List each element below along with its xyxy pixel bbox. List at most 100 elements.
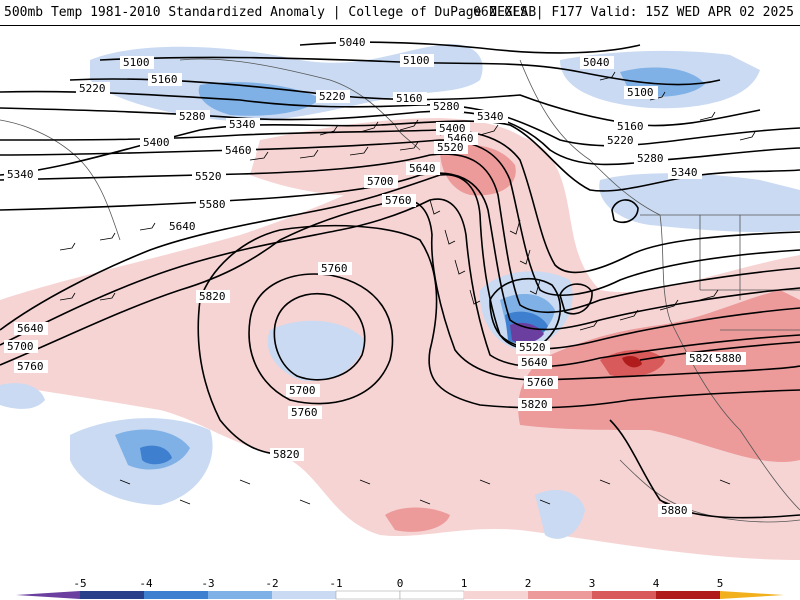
contour-label: 5460 [225, 144, 252, 157]
contour-label: 5640 [17, 322, 44, 335]
colorbar-bin [272, 591, 336, 599]
colorbar-bin [335, 590, 401, 600]
contour-label: 5100 [123, 56, 150, 69]
geographic-outlines [0, 58, 800, 523]
wind-barb [249, 141, 419, 161]
colorbar-tick: -2 [265, 577, 278, 590]
contour-5760 [0, 199, 800, 381]
wind-barb [509, 219, 541, 295]
contour-label: 5820 [199, 290, 226, 303]
contour-5880-north [639, 341, 800, 361]
colorbar-tick: -5 [73, 577, 86, 590]
header-bar: 500mb Temp 1981-2010 Standardized Anomal… [0, 0, 800, 26]
contour-label: 5340 [7, 168, 34, 181]
contour-label: 5640 [409, 162, 436, 175]
contour-label: 5640 [169, 220, 196, 233]
map-title: 500mb Temp 1981-2010 Standardized Anomal… [4, 5, 537, 20]
contour-label: 5040 [583, 56, 610, 69]
contour-5400 [0, 129, 800, 274]
contour-5640 [0, 173, 800, 350]
contour-5880 [609, 419, 800, 519]
colorbar-bin [144, 591, 208, 599]
contour-label: 5040 [339, 36, 366, 49]
colorbar-tick: 2 [525, 577, 532, 590]
contour-label: 5700 [367, 175, 394, 188]
colorbar-tick: -3 [201, 577, 214, 590]
contour-label: 5640 [521, 356, 548, 369]
wind-barbs [59, 71, 756, 505]
contour-label: 5220 [79, 82, 106, 95]
contour-label: 5760 [527, 376, 554, 389]
model-valid-time: 06Z GFS | F177 Valid: 15Z WED APR 02 202… [473, 5, 794, 20]
contour-5100 [99, 56, 721, 86]
contour-5460 [0, 139, 800, 296]
colorbar-tick: 4 [653, 577, 660, 590]
contour-label: 5160 [151, 73, 178, 86]
colorbar-tick: -1 [329, 577, 342, 590]
contour-label: 5340 [671, 166, 698, 179]
alaska-coastline [179, 58, 421, 151]
anomaly-map: 5040 5040 5100 5100 5100 5160 5160 5160 … [0, 26, 800, 576]
contour-label: 5880 [715, 352, 742, 365]
wind-barb [429, 199, 481, 305]
colorbar-bin [592, 591, 656, 599]
contour-5820-west-loop [197, 299, 291, 456]
contour-label: 5760 [291, 406, 318, 419]
state-lines [699, 215, 800, 331]
height-contours [0, 41, 800, 519]
warm-anomaly-medium-3 [385, 507, 450, 532]
contour-label: 5280 [637, 152, 664, 165]
wind-barb [119, 479, 731, 505]
contour-5700 [0, 198, 800, 368]
contour-label: 5700 [289, 384, 316, 397]
contour-label: 5280 [433, 100, 460, 113]
closed-low-small-ring [559, 283, 593, 315]
closed-low-bc-ring [611, 199, 639, 224]
colorbar-tick: 3 [589, 577, 596, 590]
cold-anomaly-west-strong [140, 445, 172, 465]
closed-high-ring-inner [273, 293, 366, 381]
warm-anomaly-region [0, 133, 800, 560]
colorbar-tick: -4 [139, 577, 153, 590]
contour-label: 5820 [273, 448, 300, 461]
colorbar-bin [399, 590, 465, 600]
colorbar-bin [464, 591, 528, 599]
contour-label: 5520 [437, 141, 464, 154]
cold-anomaly-hawaii-closed-low [267, 320, 365, 381]
closed-high-ring-outer [248, 273, 394, 405]
contour-label: 5160 [396, 92, 423, 105]
contour-label: 5400 [143, 136, 170, 149]
wind-barb [599, 71, 756, 141]
colorbar-bin [208, 591, 272, 599]
contour-label: 5520 [195, 170, 222, 183]
colorbar: -5 -4 -3 -2 -1 0 1 2 3 4 5 [0, 576, 800, 600]
colorbar-right-arrow [720, 591, 784, 599]
colorbar-bin [528, 591, 592, 599]
warm-anomaly-medium [440, 145, 516, 196]
contour-label: 5820 [521, 398, 548, 411]
cold-anomaly-bc [599, 173, 800, 233]
asia-coastline [0, 119, 121, 241]
colorbar-bin [80, 591, 144, 599]
colorbar-tick: 5 [717, 577, 724, 590]
contour-label: 5340 [229, 118, 256, 131]
contour-label: 5220 [607, 134, 634, 147]
closed-low-cutoff-ring [489, 277, 561, 350]
cold-anomaly-north [90, 44, 483, 121]
cold-anomaly-cutoff-low-core [510, 322, 544, 344]
contour-label: 5280 [179, 110, 206, 123]
contour-label: 5700 [7, 340, 34, 353]
contour-label: 5820 [689, 352, 716, 365]
warm-anomaly-peak [622, 356, 642, 368]
colorbar-tick: 1 [461, 577, 468, 590]
contour-label: 5100 [627, 86, 654, 99]
cold-anomaly-south [535, 490, 585, 539]
contour-label: 5520 [519, 341, 546, 354]
contour-label: 5580 [199, 198, 226, 211]
contour-label: 5340 [477, 110, 504, 123]
wind-barb [59, 222, 156, 301]
contour-label: 5760 [321, 262, 348, 275]
colorbar-left-arrow [16, 591, 80, 599]
wind-barb [319, 119, 499, 136]
